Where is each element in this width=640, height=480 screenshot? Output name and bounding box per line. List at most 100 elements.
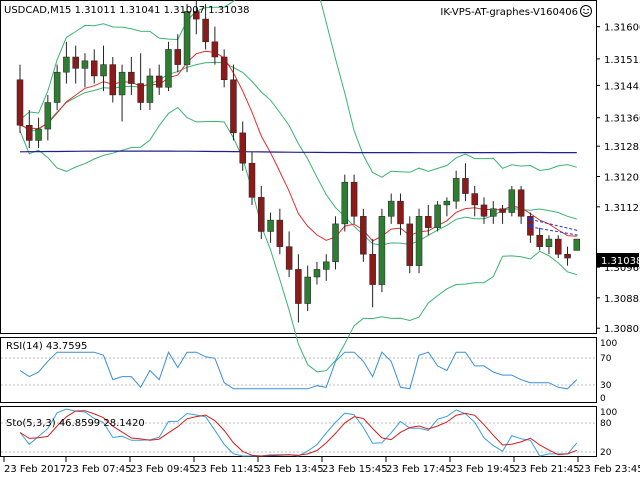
lower-band: [19, 106, 577, 373]
candle-body: [155, 75, 163, 88]
candle-body: [313, 269, 321, 278]
candle-body: [508, 189, 516, 213]
candle-body: [211, 41, 219, 58]
sto-level-100-label: 100: [600, 408, 617, 418]
time-tick-label: 23 Feb 17:45: [386, 464, 452, 475]
rsi-level-0-label: 0: [600, 394, 606, 404]
rsi-panel-border: [0, 337, 597, 403]
price-tick-label: 1.31515: [604, 55, 640, 66]
candle-body: [220, 56, 228, 81]
candle-body: [397, 200, 404, 225]
candle-body: [545, 238, 553, 247]
rsi-line-path: [19, 351, 578, 390]
current-price-label: 1.31038: [601, 256, 640, 267]
candle-body: [360, 216, 367, 255]
candle-body: [480, 204, 488, 217]
indicator-name: IK-VPS-AT-graphes-V160406: [440, 7, 578, 18]
time-tick-label: 23 Feb 23:45: [578, 464, 640, 475]
candle-body: [165, 49, 172, 88]
candle-body: [490, 208, 497, 217]
candle-body: [341, 181, 349, 225]
candle-body: [267, 219, 274, 232]
smiley-eye-left: [583, 8, 585, 11]
price-tick-label: 1.30885: [604, 294, 640, 305]
rsi-level-100-label: 100: [600, 339, 617, 349]
candle-body: [100, 64, 107, 77]
candle-body: [258, 197, 265, 232]
price-tick-label: 1.30966: [604, 263, 640, 274]
candle-body: [183, 11, 191, 65]
price-axis: 1.31600 1.31515 1.31445 1.31360 1.31285 1.312…: [596, 23, 640, 335]
candle-body: [16, 79, 24, 126]
candle-body: [248, 162, 256, 198]
candle-body: [517, 189, 525, 217]
sto-panel-border: [0, 406, 597, 457]
candle-body: [471, 193, 478, 206]
candle-body: [72, 56, 79, 69]
time-tick-label: 23 Feb 19:45: [450, 464, 516, 475]
candle-body: [295, 269, 302, 304]
sto-level-20-label: 20: [600, 448, 612, 458]
candle-body: [350, 181, 358, 217]
price-tick-label: 1.31205: [604, 172, 640, 183]
candle-body: [26, 125, 33, 141]
time-tick-label: 23 Feb 21:45: [514, 464, 580, 475]
candle-body: [174, 49, 182, 65]
price-tick-label: 1.31285: [604, 142, 640, 153]
candle-body: [137, 83, 144, 103]
candle-body: [109, 64, 117, 96]
candle-body: [285, 246, 293, 270]
candle-body: [415, 216, 423, 266]
sto-label: Sto(5,3,3) 46.8599 28.1420: [6, 418, 145, 429]
candle-body: [128, 71, 135, 84]
sto-level-80-label: 80: [600, 419, 612, 429]
candle-body: [193, 11, 200, 20]
time-tick-label: 23 Feb 11:45: [194, 464, 260, 475]
candle-body: [63, 56, 70, 73]
rsi-level-70-label: 70: [600, 354, 612, 364]
rsi-line: [19, 351, 578, 390]
time-tick-label: 23 Feb 09:45: [130, 464, 196, 475]
candle-body: [53, 71, 61, 103]
price-panel-border: [0, 0, 597, 334]
symbol-header: USDCAD,M15 1.31011 1.31041 1.31007 1.310…: [4, 5, 250, 16]
price-tick-label: 1.31125: [604, 203, 640, 214]
time-tick-label: 23 Feb 15:45: [322, 464, 388, 475]
candle-body: [462, 178, 469, 194]
current-price-box: [597, 253, 639, 267]
candle-body: [564, 253, 571, 259]
candle-body: [434, 204, 441, 228]
candle-body: [239, 132, 246, 164]
candle-body: [81, 60, 89, 69]
candle-body: [573, 238, 581, 251]
time-tick-label: 23 Feb 13:45: [258, 464, 324, 475]
projection-line: [530, 218, 579, 232]
rsi-label: RSI(14) 43.7595: [6, 341, 87, 352]
candle-body: [44, 102, 52, 130]
rsi-level-30-label: 30: [600, 381, 612, 391]
projection-line: [530, 226, 579, 236]
slow-ma-line: [19, 150, 577, 154]
candle-body: [536, 235, 543, 247]
candle-body: [554, 238, 562, 255]
upper-band: [19, 0, 577, 178]
sto-signal-line: [19, 410, 577, 457]
price-tick-label: 1.31360: [604, 114, 640, 125]
arrow-down-icon: [527, 217, 534, 222]
price-tick-label: 1.31445: [604, 81, 640, 92]
candle-body: [452, 178, 460, 202]
candle-body: [35, 128, 42, 141]
candle-body: [322, 261, 330, 270]
candle-body: [202, 18, 209, 43]
candle-body: [387, 200, 395, 217]
smiley-eye-right: [587, 8, 589, 11]
candle-body: [146, 75, 154, 103]
candle-body: [332, 223, 339, 263]
candle-body: [406, 223, 414, 266]
candle-body: [90, 60, 98, 77]
smiley-icon[interactable]: [580, 5, 592, 17]
candle-body: [276, 219, 284, 247]
time-tick-label: 23 Feb 2017: [4, 464, 66, 475]
